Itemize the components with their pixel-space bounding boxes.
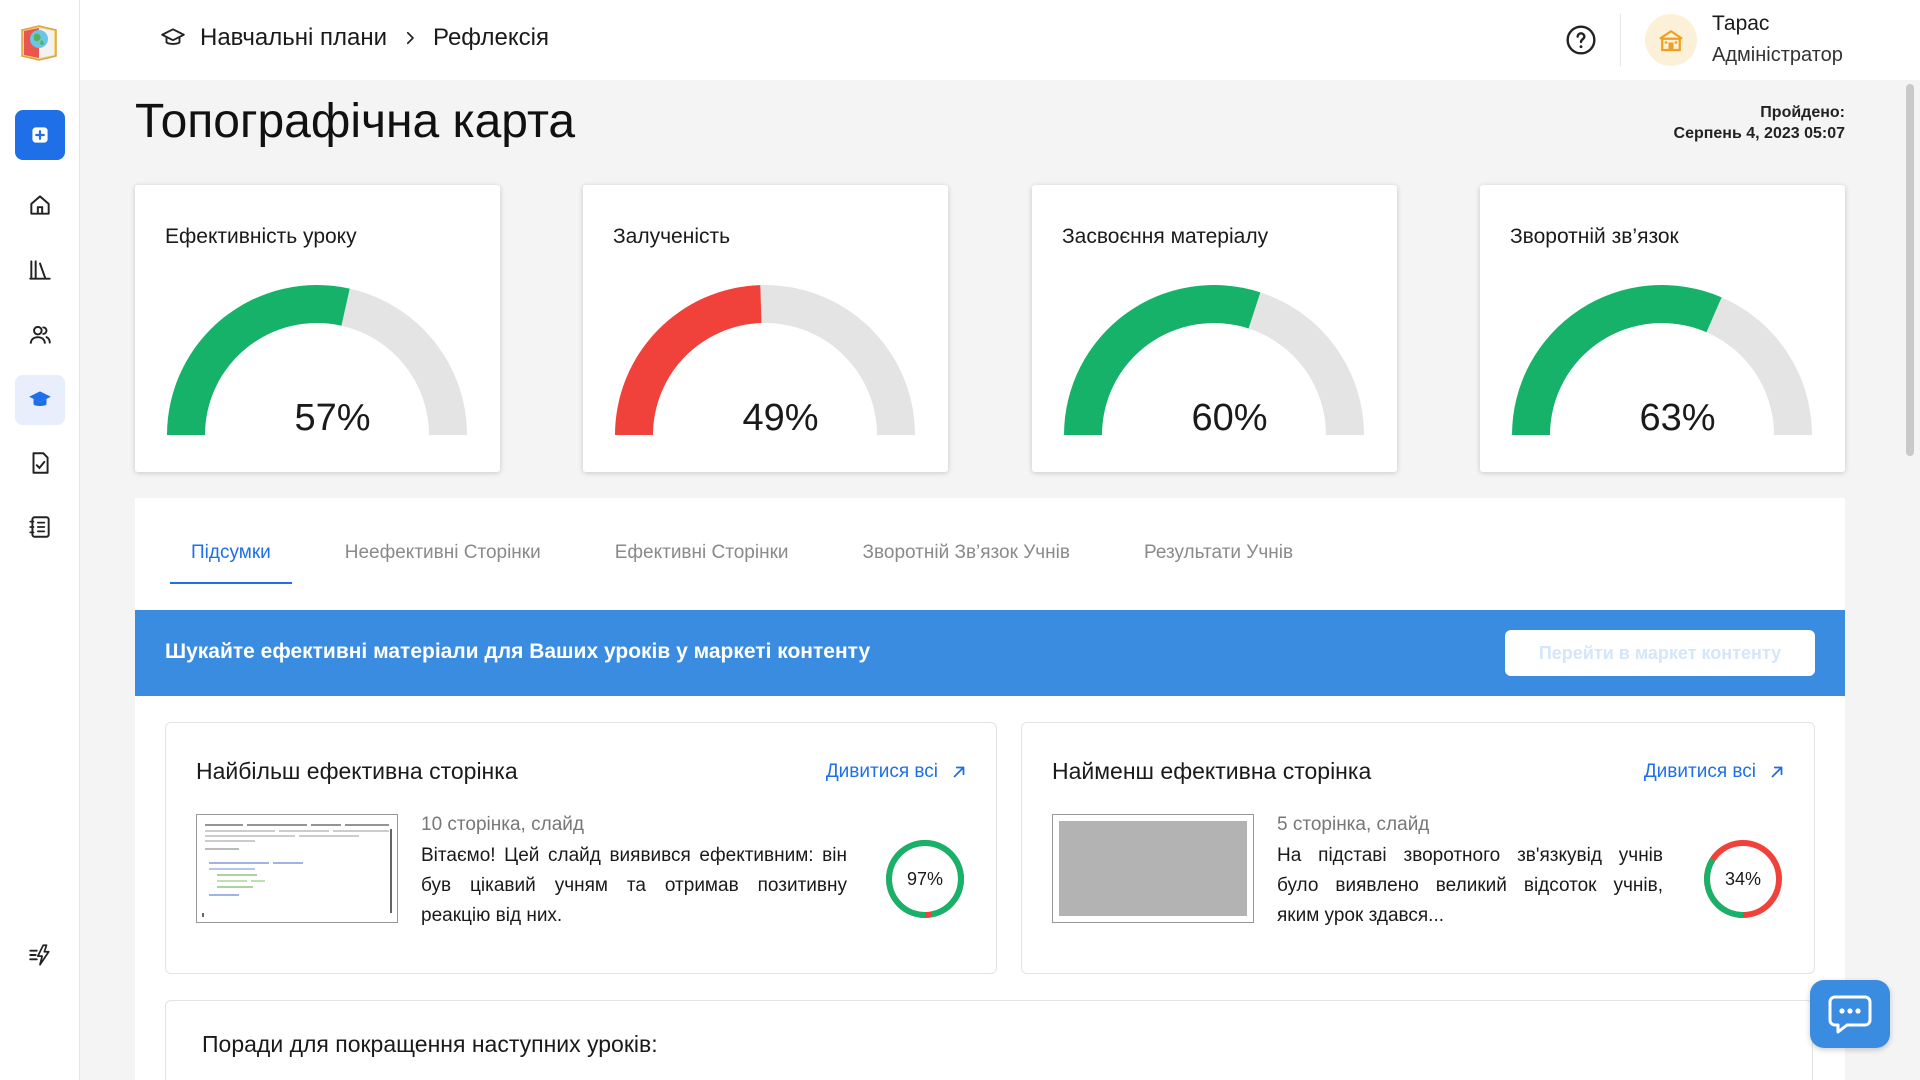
gauge-track [1706, 297, 1812, 435]
best-page-meta: 10 сторінка, слайд [421, 814, 584, 835]
sidebar-item-users[interactable] [15, 310, 65, 360]
tab-student-feedback[interactable]: Зворотній Зв’язок Учнів [862, 542, 1070, 563]
best-page-score: 97% [906, 868, 944, 889]
lightning-list-icon [29, 944, 50, 966]
users-icon [29, 325, 51, 344]
go-to-market-button[interactable]: Перейти в маркет контенту [1505, 630, 1815, 676]
breadcrumb-current: Рефлексія [432, 24, 549, 51]
user-role: Адміністратор [1712, 44, 1843, 66]
gauge-card-lesson-efficiency: Ефективність уроку 57% [135, 185, 500, 472]
sidebar-item-tasks[interactable] [15, 438, 65, 488]
home-icon [30, 195, 50, 215]
gauge-track [760, 285, 915, 435]
best-page-thumbnail[interactable] [196, 814, 398, 923]
gauge-card-feedback: Зворотній зв’язок 63% [1480, 185, 1845, 472]
graduation-cap-icon [29, 391, 51, 406]
gauge-title: Зворотній зв’язок [1510, 225, 1679, 248]
content-market-banner: Шукайте ефективні матеріали для Ваших ур… [135, 610, 1845, 696]
completed-date: Серпень 4, 2023 05:07 [1673, 125, 1845, 142]
best-page-description: Вітаємо! Цей слайд виявився ефективним: … [421, 845, 847, 926]
tab-student-results[interactable]: Результати Учнів [1143, 542, 1294, 563]
sidebar-item-library[interactable] [15, 245, 65, 295]
gauge-fill [1064, 284, 1261, 435]
user-name[interactable]: Тарас [1712, 12, 1770, 35]
worst-page-score: 34% [1724, 868, 1762, 889]
school-building-icon [1659, 30, 1683, 52]
worst-page-thumbnail[interactable] [1052, 814, 1254, 923]
arrow-up-right-icon [1771, 766, 1783, 778]
banner-text: Шукайте ефективні матеріали для Ваших ур… [165, 640, 871, 663]
slide-preview-placeholder [1059, 821, 1247, 916]
journal-icon [29, 516, 50, 538]
gauge-chart [615, 285, 915, 435]
sidebar-item-journal[interactable] [15, 502, 65, 552]
gauge-title: Ефективність уроку [165, 225, 357, 248]
graduation-cap-icon [161, 28, 185, 45]
reflection-panel: Підсумки Неефективні Сторінки Ефективні … [135, 498, 1845, 1080]
document-check-icon [32, 452, 49, 474]
sidebar-item-curricula[interactable] [15, 375, 65, 425]
arrow-up-right-icon [953, 766, 965, 778]
gauge-track [1248, 292, 1364, 435]
top-header: Навчальні плани Рефлексія Тарас Адмініст… [80, 0, 1920, 80]
gauge-card-engagement: Залученість 49% [583, 185, 948, 472]
tips-card: Поради для покращення наступних уроків: [165, 1000, 1813, 1080]
sidebar [0, 0, 80, 1080]
tab-effective-pages[interactable]: Ефективні Сторінки [614, 542, 789, 563]
gauge-value: 57% [294, 397, 371, 439]
gauge-title: Засвоєння матеріалу [1062, 225, 1269, 248]
gauge-fill [615, 285, 762, 435]
best-page-see-all-link[interactable]: Дивитися всі [826, 761, 968, 783]
tab-summary[interactable]: Підсумки [170, 534, 292, 584]
see-all-label: Дивитися всі [825, 761, 938, 782]
books-icon [29, 260, 51, 280]
gauge-track [341, 288, 467, 435]
worst-page-title: Найменш ефективна сторінка [1052, 758, 1372, 784]
worst-page-card: Найменш ефективна сторінка Дивитися всі … [1021, 722, 1815, 974]
gauge-fill [1512, 284, 1722, 435]
page-title: Топографічна карта [135, 95, 576, 148]
best-page-donut [886, 840, 964, 918]
best-page-card: Найбільш ефективна сторінка Дивитися всі [165, 722, 997, 974]
scrollbar-thumb[interactable] [1906, 84, 1914, 456]
sidebar-item-quick-actions[interactable] [15, 930, 65, 980]
breadcrumb: Навчальні плани Рефлексія [160, 24, 549, 52]
chat-bubble-icon [1828, 995, 1872, 1034]
add-button[interactable] [15, 110, 65, 160]
donut-fill [1704, 840, 1782, 918]
donut-fill [886, 840, 964, 918]
gauge-value: 49% [742, 397, 819, 439]
plus-square-icon [32, 127, 48, 143]
gauge-chart [1512, 284, 1812, 435]
help-icon[interactable] [1565, 24, 1597, 56]
tips-title: Поради для покращення наступних уроків: [202, 1031, 658, 1057]
see-all-label: Дивитися всі [1643, 761, 1756, 782]
slide-preview-image [202, 824, 392, 917]
gauge-chart [1064, 284, 1364, 435]
worst-page-donut [1704, 840, 1782, 918]
gauge-title: Залученість [613, 225, 731, 248]
breadcrumb-curricula-link[interactable]: Навчальні плани [200, 24, 387, 51]
avatar[interactable] [1645, 14, 1697, 66]
worst-page-see-all-link[interactable]: Дивитися всі [1644, 761, 1786, 783]
header-divider [1620, 14, 1621, 66]
chat-button[interactable] [1810, 980, 1890, 1048]
gauge-chart [167, 285, 467, 435]
tab-ineffective-pages[interactable]: Неефективні Сторінки [344, 542, 541, 563]
completed-label: Пройдено: [1760, 104, 1845, 121]
gauge-fill [167, 285, 350, 435]
chevron-right-icon [406, 31, 414, 45]
worst-page-meta: 5 сторінка, слайд [1277, 814, 1430, 835]
tab-bar: Підсумки Неефективні Сторінки Ефективні … [170, 534, 1346, 584]
gauge-value: 63% [1639, 397, 1716, 439]
worst-page-description: На підставі зворотного зв'язкувід учнів … [1277, 845, 1663, 926]
best-page-title: Найбільш ефективна сторінка [196, 758, 518, 784]
gauge-value: 60% [1191, 397, 1268, 439]
app-logo[interactable] [18, 20, 60, 62]
completed-timestamp: Пройдено: Серпень 4, 2023 05:07 [1674, 102, 1845, 144]
gauge-card-material-mastery: Засвоєння матеріалу 60% [1032, 185, 1397, 472]
sidebar-item-home[interactable] [15, 180, 65, 230]
